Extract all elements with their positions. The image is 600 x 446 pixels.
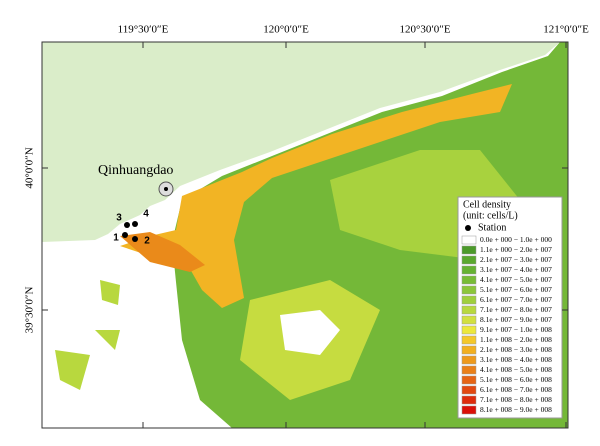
- patch: [55, 280, 120, 390]
- station-label: 4: [143, 209, 149, 220]
- legend-label: 8.1e + 008 − 9.0e + 008: [480, 405, 552, 414]
- legend-unit: (unit: cells/L): [463, 210, 518, 221]
- legend-swatch: [461, 235, 477, 245]
- station: [122, 232, 128, 238]
- legend-swatch: [461, 365, 477, 375]
- legend-label: 6.1e + 008 − 7.0e + 008: [480, 385, 552, 394]
- legend-label: 3.1e + 007 − 4.0e + 007: [480, 265, 552, 274]
- legend-label: 8.1e + 007 − 9.0e + 007: [480, 315, 552, 324]
- legend-swatch: [461, 285, 477, 295]
- density-high: [120, 84, 512, 308]
- legend-swatch: [461, 305, 477, 315]
- legend-station-dot: [465, 225, 471, 231]
- legend-swatch: [461, 255, 477, 265]
- station-label: 3: [116, 213, 122, 224]
- lon-label: 120°0′0″E: [263, 24, 309, 36]
- station: [132, 236, 138, 242]
- legend-label: 3.1e + 008 − 4.0e + 008: [480, 355, 552, 364]
- legend-swatch: [461, 275, 477, 285]
- legend-swatch: [461, 335, 477, 345]
- no-data: [280, 310, 340, 355]
- legend-label: 5.1e + 007 − 6.0e + 007: [480, 285, 552, 294]
- frame: [41, 41, 569, 429]
- legend-swatch: [461, 245, 477, 255]
- lon-label: 120°30′0″E: [399, 24, 450, 36]
- station: [132, 221, 138, 227]
- lat-label: 39°30′0″N: [24, 287, 36, 334]
- legend-label: 4.1e + 008 − 5.0e + 008: [480, 365, 552, 374]
- lat-label: 40°0′0″N: [24, 147, 36, 188]
- legend-swatch: [461, 345, 477, 355]
- station-label: 2: [144, 236, 150, 247]
- city-label: Qinhuangdao: [98, 163, 173, 178]
- legend-swatch: [461, 375, 477, 385]
- legend-label: 7.1e + 007 − 8.0e + 007: [480, 305, 552, 314]
- legend-station: Station: [478, 222, 506, 233]
- legend-label: 4.1e + 007 − 5.0e + 007: [480, 275, 552, 284]
- legend-label: 1.1e + 000 − 2.0e + 007: [480, 245, 552, 254]
- legend-swatch: [461, 295, 477, 305]
- legend-label: 5.1e + 008 − 6.0e + 008: [480, 375, 552, 384]
- legend-swatch: [461, 325, 477, 335]
- legend-swatch: [461, 405, 477, 415]
- legend-label: 9.1e + 007 − 1.0e + 008: [480, 325, 552, 334]
- city-dot: [164, 187, 168, 191]
- legend-label: 7.1e + 008 − 8.0e + 008: [480, 395, 552, 404]
- legend-title: Cell density: [463, 199, 511, 210]
- legend-label: 1.1e + 008 − 2.0e + 008: [480, 335, 552, 344]
- station: [124, 222, 130, 228]
- lon-label: 121°0′0″E: [543, 24, 589, 36]
- legend-swatch: [461, 385, 477, 395]
- legend-swatch: [461, 315, 477, 325]
- legend-label: 2.1e + 007 − 3.0e + 007: [480, 255, 552, 264]
- legend-label: 6.1e + 007 − 7.0e + 007: [480, 295, 552, 304]
- density-peak: [120, 232, 205, 272]
- lon-label: 119°30′0″E: [118, 24, 169, 36]
- legend-label: 2.1e + 008 − 3.0e + 008: [480, 345, 552, 354]
- legend-swatch: [461, 395, 477, 405]
- legend-label: 0.0e + 000 − 1.0e + 000: [480, 235, 552, 244]
- legend-swatch: [461, 265, 477, 275]
- station-label: 1: [113, 233, 119, 244]
- legend-swatch: [461, 355, 477, 365]
